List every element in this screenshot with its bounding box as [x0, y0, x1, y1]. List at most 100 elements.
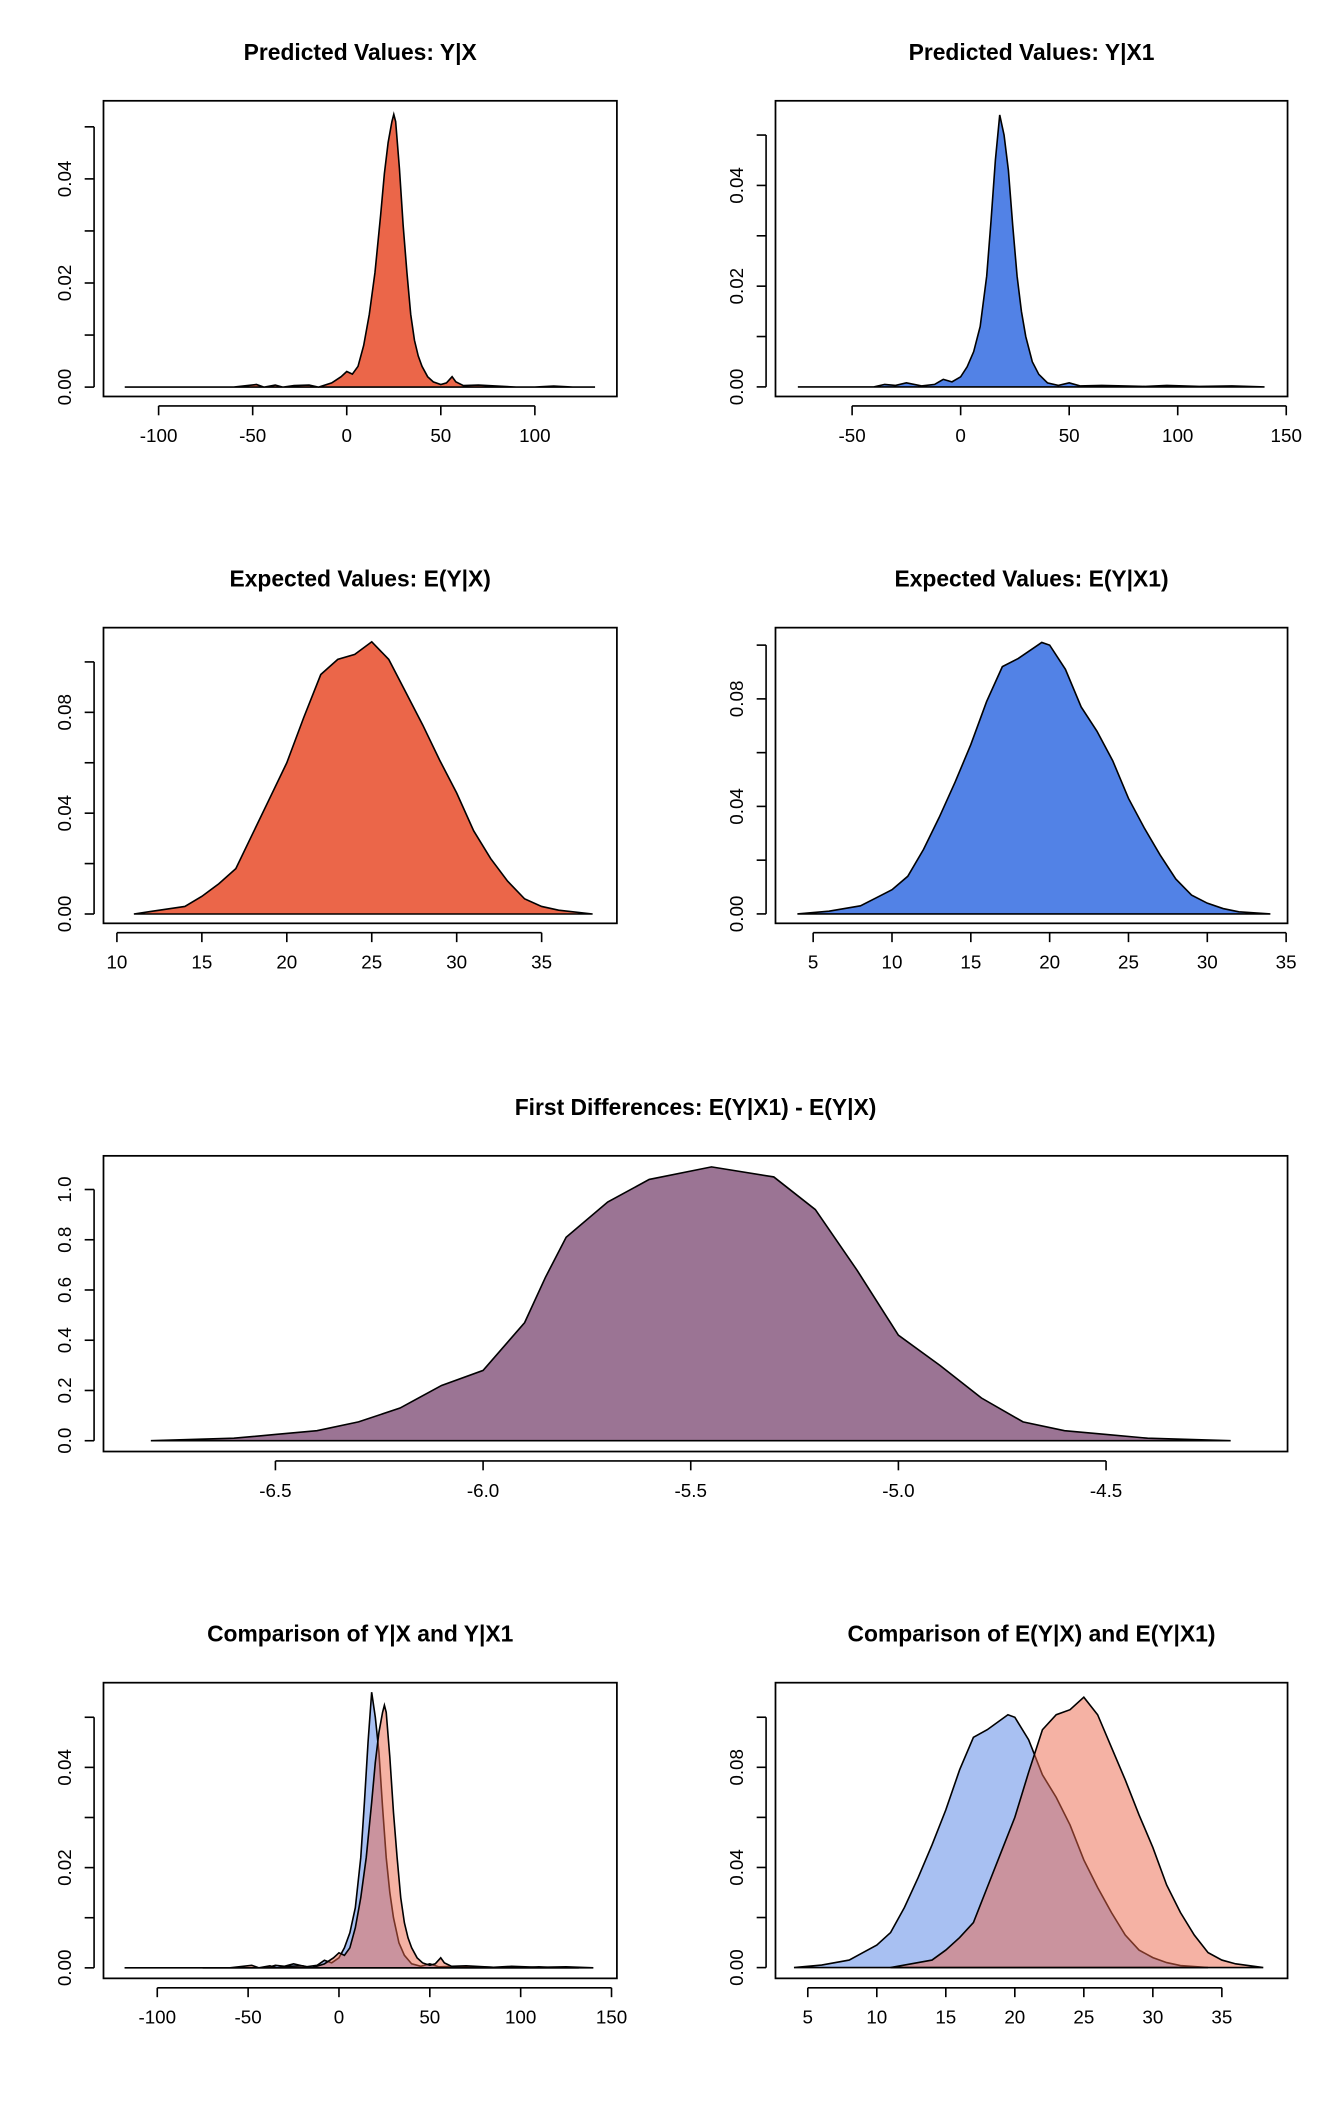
plot-area	[133, 640, 593, 915]
y-tick-label: 0.04	[54, 1749, 75, 1786]
plot-area	[797, 114, 1265, 388]
y-tick-label: 0.04	[726, 167, 747, 204]
x-tick-label: 5	[808, 952, 818, 973]
x-tick-label: 20	[1039, 952, 1060, 973]
x-tick-label: 25	[361, 952, 382, 973]
chart-title: First Differences: E(Y|X1) - E(Y|X)	[515, 1094, 877, 1120]
x-tick-label: 10	[882, 952, 903, 973]
y-tick-label: 0.00	[726, 369, 747, 406]
x-tick-label: -50	[235, 2007, 262, 2028]
x-tick-label: -6.5	[259, 1480, 291, 1501]
x-tick-label: 0	[342, 425, 352, 446]
y-tick-label: 0.02	[54, 1849, 75, 1886]
y-tick-label: 0.04	[54, 795, 75, 832]
density-area	[124, 1702, 579, 1969]
x-tick-label: -100	[138, 2007, 176, 2028]
x-tick-label: 50	[1059, 425, 1080, 446]
x-tick-label: -50	[839, 425, 866, 446]
x-tick-label: 100	[505, 2007, 536, 2028]
x-tick-label: -5.0	[882, 1480, 914, 1501]
density-area	[797, 114, 1265, 388]
plot-box	[102, 1681, 618, 1980]
x-tick-label: 50	[419, 2007, 440, 2028]
x-tick-label: 10	[866, 2007, 887, 2028]
chart-panel: Comparison of E(Y|X) and E(Y|X1) 5 10 15 20 2…	[726, 1621, 1289, 2028]
y-tick-label: 0.00	[54, 369, 75, 406]
y-tick-label: 0.08	[726, 1749, 747, 1786]
plot-area	[793, 1696, 1264, 1969]
chart-title: Comparison of E(Y|X) and E(Y|X1)	[848, 1621, 1216, 1647]
y-tick-label: 0.08	[726, 681, 747, 718]
y-tick-label: 0.00	[726, 896, 747, 933]
x-tick-label: -50	[239, 425, 266, 446]
x-tick-label: 15	[960, 952, 981, 973]
density-area	[124, 111, 596, 388]
density-area	[133, 640, 593, 915]
y-tick-label: 0.6	[54, 1277, 75, 1303]
x-tick-label: 50	[430, 425, 451, 446]
y-tick-label: 0.04	[726, 1849, 747, 1886]
y-tick-label: 0.04	[726, 788, 747, 825]
x-tick-label: 0	[334, 2007, 344, 2028]
y-tick-label: 1.0	[54, 1176, 75, 1202]
x-tick-label: 25	[1073, 2007, 1094, 2028]
x-tick-label: 15	[191, 952, 212, 973]
plot-box	[102, 99, 618, 398]
x-tick-label: 5	[803, 2007, 813, 2028]
x-tick-label: -6.0	[467, 1480, 499, 1501]
chart-panel: First Differences: E(Y|X1) - E(Y|X) -6.5 -…	[54, 1094, 1289, 1501]
y-tick-label: 0.0	[54, 1428, 75, 1454]
y-tick-label: 0.00	[726, 1949, 747, 1986]
y-tick-label: 0.02	[726, 268, 747, 305]
plot-area	[150, 1166, 1231, 1442]
chart-panel: Predicted Values: Y|X -100 -50 0 50 100 0.00 0.…	[54, 39, 618, 446]
y-tick-label: 0.04	[54, 161, 75, 198]
chart-title: Predicted Values: Y|X	[244, 39, 478, 65]
y-tick-label: 0.4	[54, 1327, 75, 1353]
chart-panel: Predicted Values: Y|X1 -50 0 50 100 150 0.00 0.…	[726, 39, 1302, 446]
x-tick-label: -5.5	[675, 1480, 707, 1501]
y-tick-label: 0.02	[54, 265, 75, 302]
x-tick-label: 100	[1162, 425, 1193, 446]
x-tick-label: 0	[955, 425, 965, 446]
x-tick-label: 10	[106, 952, 127, 973]
x-tick-label: 15	[935, 2007, 956, 2028]
plot-box	[102, 1154, 1289, 1453]
y-tick-label: 0.08	[54, 694, 75, 731]
chart-title: Predicted Values: Y|X1	[909, 39, 1155, 65]
chart-panel: Expected Values: E(Y|X1) 5 10 15 20 25 30 35 0.0…	[726, 566, 1297, 973]
x-tick-label: -4.5	[1090, 1480, 1122, 1501]
y-tick-label: 0.8	[54, 1227, 75, 1253]
x-tick-label: 30	[1142, 2007, 1163, 2028]
density-area	[890, 1696, 1264, 1969]
plot-area	[797, 641, 1271, 915]
x-tick-label: 150	[1271, 425, 1302, 446]
x-tick-label: 20	[1004, 2007, 1025, 2028]
plot-area	[124, 111, 596, 388]
plot-box	[774, 626, 1289, 925]
x-tick-label: 150	[596, 2007, 627, 2028]
y-tick-label: 0.00	[54, 1950, 75, 1987]
plot-box	[102, 626, 618, 925]
chart-title: Comparison of Y|X and Y|X1	[207, 1621, 514, 1647]
chart-panel: Comparison of Y|X and Y|X1 -100 -50 0 50 100 1…	[54, 1621, 627, 2028]
plot-box	[774, 1681, 1289, 1980]
plot-area	[124, 1692, 594, 1969]
chart-panel: Expected Values: E(Y|X) 10 15 20 25 30 35 0.00 0…	[54, 566, 618, 973]
y-tick-label: 0.00	[54, 896, 75, 933]
plot-box	[774, 99, 1289, 398]
chart-title: Expected Values: E(Y|X)	[229, 566, 490, 592]
chart-title: Expected Values: E(Y|X1)	[894, 566, 1168, 592]
x-tick-label: 20	[276, 952, 297, 973]
x-tick-label: 25	[1118, 952, 1139, 973]
x-tick-label: -100	[140, 425, 178, 446]
density-area	[150, 1166, 1231, 1442]
x-tick-label: 35	[1276, 952, 1297, 973]
x-tick-label: 30	[1197, 952, 1218, 973]
density-area	[797, 641, 1271, 915]
x-tick-label: 35	[531, 952, 552, 973]
x-tick-label: 100	[519, 425, 550, 446]
x-tick-label: 30	[446, 952, 467, 973]
